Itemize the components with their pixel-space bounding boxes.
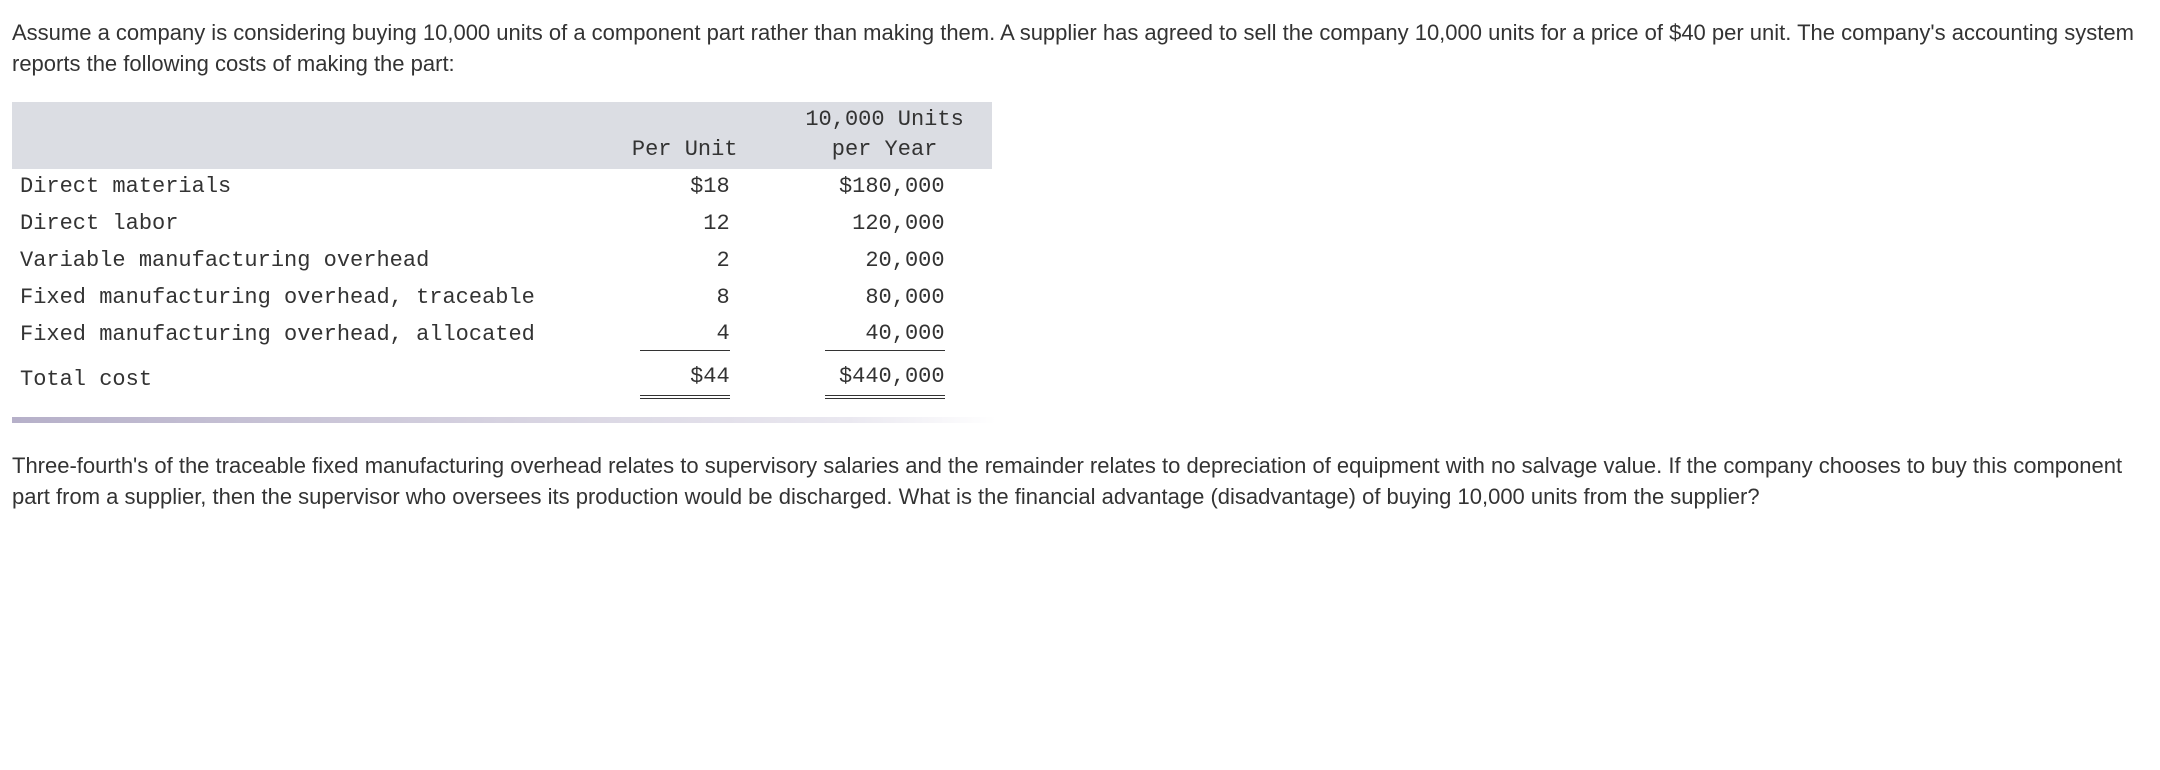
table-row: Fixed manufacturing overhead, traceable … xyxy=(12,280,992,317)
header-per-year: 10,000 Units per Year xyxy=(777,102,992,170)
intro-paragraph: Assume a company is considering buying 1… xyxy=(12,18,2142,80)
row-year: 40,000 xyxy=(777,316,992,354)
row-label: Direct materials xyxy=(12,169,592,206)
header-per-year-line2: per Year xyxy=(785,135,984,166)
total-unit: $44 xyxy=(592,354,777,407)
row-unit: 2 xyxy=(592,243,777,280)
table-total-row: Total cost $44 $440,000 xyxy=(12,354,992,407)
table-row: Direct materials $18 $180,000 xyxy=(12,169,992,206)
row-label: Fixed manufacturing overhead, traceable xyxy=(12,280,592,317)
cost-table: Per Unit 10,000 Units per Year Direct ma… xyxy=(12,102,992,407)
row-label: Fixed manufacturing overhead, allocated xyxy=(12,316,592,354)
row-unit: $18 xyxy=(592,169,777,206)
row-unit: 4 xyxy=(592,316,777,354)
row-unit: 8 xyxy=(592,280,777,317)
header-per-unit: Per Unit xyxy=(592,102,777,170)
question-paragraph: Three-fourth's of the traceable fixed ma… xyxy=(12,451,2142,513)
total-year: $440,000 xyxy=(777,354,992,407)
header-blank xyxy=(12,102,592,170)
row-year: $180,000 xyxy=(777,169,992,206)
row-label: Variable manufacturing overhead xyxy=(12,243,592,280)
total-label: Total cost xyxy=(12,354,592,407)
row-label: Direct labor xyxy=(12,206,592,243)
row-year: 80,000 xyxy=(777,280,992,317)
row-year: 120,000 xyxy=(777,206,992,243)
table-row: Direct labor 12 120,000 xyxy=(12,206,992,243)
table-row: Variable manufacturing overhead 2 20,000 xyxy=(12,243,992,280)
row-year: 20,000 xyxy=(777,243,992,280)
table-row: Fixed manufacturing overhead, allocated … xyxy=(12,316,992,354)
row-unit: 12 xyxy=(592,206,777,243)
header-per-year-line1: 10,000 Units xyxy=(785,105,984,136)
divider xyxy=(12,417,996,423)
